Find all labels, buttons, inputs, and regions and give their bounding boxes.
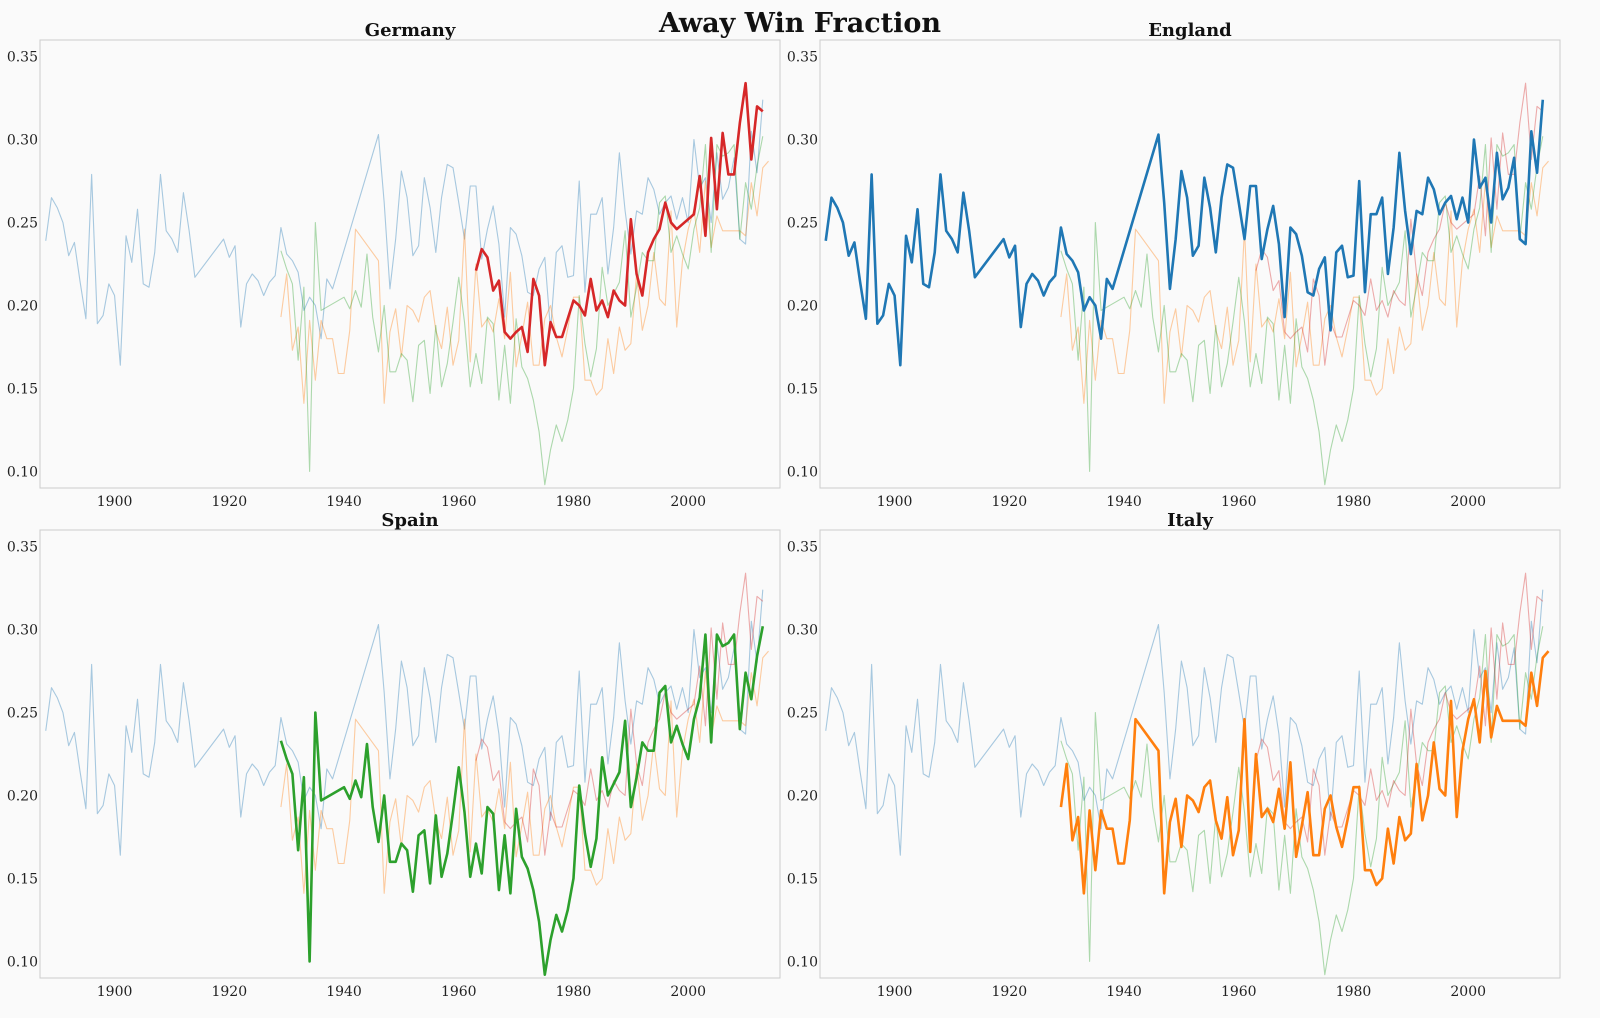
- y-tick-label: 0.30: [787, 133, 818, 149]
- x-tick-label: 1920: [991, 494, 1027, 510]
- series-line-italy-highlight: [1059, 650, 1550, 895]
- panel-title-italy: Italy: [1167, 510, 1213, 531]
- y-tick-label: 0.10: [787, 954, 818, 970]
- y-tick-label: 0.20: [7, 298, 38, 314]
- panel-italy: Italy 0.10 0.15 0.20 0.25 0.30 0.35 1900 1920 194…: [787, 510, 1561, 1000]
- x-tick-label: 2000: [670, 984, 706, 1000]
- x-tick-label: 1980: [1336, 494, 1372, 510]
- x-tick-label: 1900: [877, 984, 913, 1000]
- series-line-italy: [280, 650, 769, 894]
- x-tick-label: 1940: [326, 984, 362, 1000]
- series-line-spain-highlight: [279, 625, 765, 976]
- panel-germany: Germany 0.10 0.15 0.20 0.25 0.30 0.35 1900 1920 1…: [7, 20, 781, 510]
- y-tick-label: 0.30: [7, 623, 38, 639]
- series-line-germany-highlight: [474, 81, 764, 367]
- series-line-spain: [280, 136, 764, 486]
- x-tick-label: 1900: [97, 494, 133, 510]
- panel-title-germany: Germany: [365, 20, 456, 41]
- y-tick-label: 0.35: [787, 50, 818, 66]
- y-tick-label: 0.35: [787, 540, 818, 556]
- series-line-england: [45, 589, 764, 856]
- panel-spain: Spain 0.10 0.15 0.20 0.25 0.30 0.35 1900 1920 194…: [7, 510, 781, 1000]
- x-tick-label: 1980: [556, 984, 592, 1000]
- figure-title: Away Win Fraction: [658, 8, 941, 39]
- x-tick-label: 1940: [1106, 494, 1142, 510]
- y-tick-label: 0.30: [787, 623, 818, 639]
- panel-title-spain: Spain: [381, 510, 438, 531]
- x-tick-label: 1980: [556, 494, 592, 510]
- series-line-italy: [1060, 160, 1549, 404]
- series-line-spain: [1060, 626, 1544, 976]
- y-tick-label: 0.10: [7, 954, 38, 970]
- x-tick-label: 1920: [211, 494, 247, 510]
- panels-group: Germany 0.10 0.15 0.20 0.25 0.30 0.35 1900 1920 1…: [7, 20, 1561, 1000]
- x-tick-label: 1920: [211, 984, 247, 1000]
- y-tick-label: 0.20: [787, 298, 818, 314]
- plot-frame-england: [819, 39, 1561, 489]
- series-line-italy: [280, 160, 769, 404]
- y-tick-label: 0.10: [7, 464, 38, 480]
- x-tick-label: 1900: [97, 984, 133, 1000]
- x-tick-label: 1980: [1336, 984, 1372, 1000]
- y-tick-label: 0.25: [7, 706, 38, 722]
- plot-frame-germany: [39, 39, 781, 489]
- y-tick-label: 0.15: [7, 381, 38, 397]
- series-line-spain: [1060, 136, 1544, 486]
- x-tick-label: 1960: [1221, 494, 1257, 510]
- panel-england: England 0.10 0.15 0.20 0.25 0.30 0.35 1900 1920 1…: [787, 20, 1561, 510]
- x-tick-label: 1940: [1106, 984, 1142, 1000]
- y-tick-label: 0.15: [787, 871, 818, 887]
- x-tick-label: 1960: [441, 494, 477, 510]
- y-tick-label: 0.25: [7, 216, 38, 232]
- plot-frame-spain: [39, 529, 781, 979]
- y-tick-label: 0.25: [787, 706, 818, 722]
- x-tick-label: 1920: [991, 984, 1027, 1000]
- y-tick-label: 0.30: [7, 133, 38, 149]
- x-tick-label: 1900: [877, 494, 913, 510]
- x-tick-label: 1940: [326, 494, 362, 510]
- panel-title-england: England: [1148, 20, 1232, 41]
- y-tick-label: 0.35: [7, 540, 38, 556]
- x-tick-label: 1960: [1221, 984, 1257, 1000]
- y-tick-label: 0.20: [787, 788, 818, 804]
- x-tick-label: 1960: [441, 984, 477, 1000]
- y-tick-label: 0.10: [787, 464, 818, 480]
- series-line-germany: [1255, 572, 1544, 856]
- y-tick-label: 0.35: [7, 50, 38, 66]
- x-tick-label: 2000: [1450, 494, 1486, 510]
- y-tick-label: 0.25: [787, 216, 818, 232]
- x-tick-label: 2000: [670, 494, 706, 510]
- series-line-england: [45, 99, 764, 366]
- y-tick-label: 0.15: [787, 381, 818, 397]
- x-tick-label: 2000: [1450, 984, 1486, 1000]
- y-tick-label: 0.15: [7, 871, 38, 887]
- plot-frame-italy: [819, 529, 1561, 979]
- series-line-england: [825, 589, 1544, 856]
- y-tick-label: 0.20: [7, 788, 38, 804]
- series-line-england-highlight: [824, 99, 1545, 367]
